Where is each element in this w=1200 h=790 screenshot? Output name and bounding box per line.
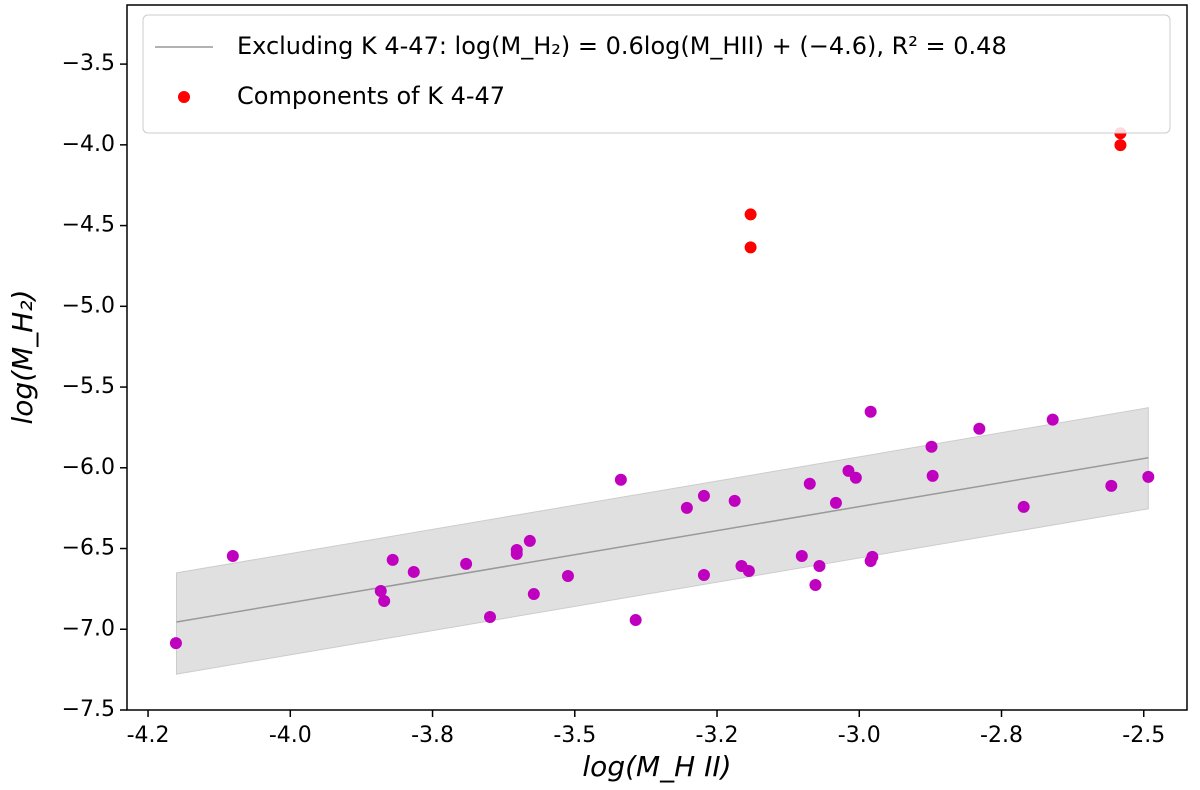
x-tick-label: -2.8 [980,723,1023,748]
x-tick-label: -3.8 [411,723,454,748]
point [680,501,693,514]
point [926,469,939,482]
point [809,579,822,592]
y-tick-label: −5.5 [62,374,115,399]
point [527,588,540,601]
y-axis-label: log(M_H₂) [6,290,39,425]
point [629,614,642,627]
plot-frame [126,4,1188,711]
point [742,564,755,577]
confidence-band [176,407,1149,675]
point [614,473,627,486]
y-tick-label: −4.0 [62,132,115,157]
point [1017,500,1030,513]
point [744,241,757,254]
point [460,557,473,570]
point [973,422,986,435]
point [1142,470,1155,483]
y-tick-label: −7.5 [62,697,115,722]
point [484,610,497,623]
legend-text: Excluding K 4-47: log(M_H₂) = 0.6log(M_H… [237,32,1007,60]
y-tick-label: −7.0 [62,616,115,641]
x-tick-label: -4.2 [127,723,170,748]
fit-line [176,457,1149,623]
x-tick-label: -2.5 [1122,723,1165,748]
x-tick-label: -3.0 [838,723,881,748]
point [697,569,710,582]
point [744,208,757,221]
point [386,553,399,566]
point [1114,139,1127,152]
point [864,405,877,418]
point [510,547,523,560]
x-tick-label: -3.5 [553,723,596,748]
legend-marker [178,91,190,103]
point [378,595,391,608]
x-tick-label: -4.0 [269,723,312,748]
legend-box [142,14,1171,134]
y-tick-label: −6.5 [62,536,115,561]
point [1046,413,1059,426]
point [1105,479,1118,492]
point [561,569,574,582]
y-tick-label: −6.0 [62,455,115,480]
point [226,549,239,562]
point [925,440,938,453]
point [864,554,877,567]
point [829,496,842,509]
point [849,471,862,484]
y-tick-label: −4.5 [62,213,115,238]
point [374,584,387,597]
point [728,494,741,507]
y-tick-label: −5.0 [62,293,115,318]
point [523,534,536,547]
point [813,559,826,572]
y-tick-label: −3.5 [62,51,115,76]
x-axis-label: log(M_H II) [582,750,731,783]
point [697,489,710,502]
x-tick-label: -3.2 [696,723,739,748]
legend-text: Components of K 4-47 [237,82,505,110]
point [803,477,816,490]
point [407,565,420,578]
point [169,637,182,650]
point [795,549,808,562]
